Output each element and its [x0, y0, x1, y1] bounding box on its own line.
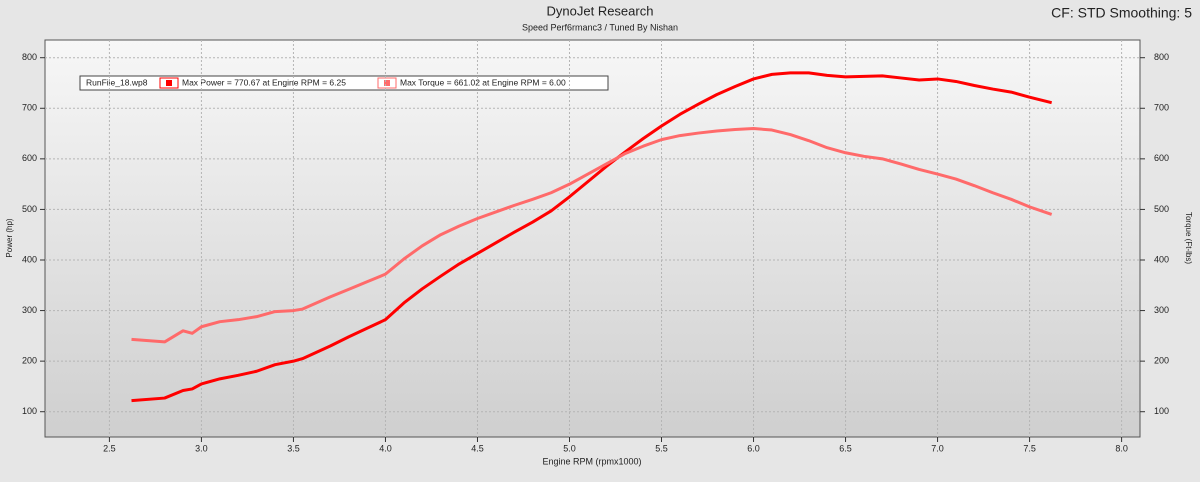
x-tick-label: 7.0 [931, 443, 944, 453]
chart-title: DynoJet Research [547, 3, 654, 18]
y-axis-label: Power (hp) [5, 218, 14, 257]
y-tick-label: 500 [22, 204, 37, 214]
x-tick-label: 5.0 [563, 443, 576, 453]
y-tick-label: 200 [22, 356, 37, 366]
corner-note: CF: STD Smoothing: 5 [1051, 5, 1192, 21]
legend-label: Max Power = 770.67 at Engine RPM = 6.25 [182, 77, 346, 87]
y-tick-label: 600 [22, 153, 37, 163]
y2-tick-label: 600 [1154, 153, 1169, 163]
legend-title: RunFile_18.wp8 [86, 77, 148, 87]
series-line [131, 127, 1053, 344]
series-line [131, 71, 1053, 403]
x-tick-label: 7.5 [1023, 443, 1036, 453]
x-tick-label: 8.0 [1115, 443, 1128, 453]
legend-box [79, 75, 609, 91]
x-tick-label: 4.5 [471, 443, 484, 453]
x-tick-label: 3.0 [195, 443, 208, 453]
y2-tick-label: 800 [1154, 52, 1169, 62]
x-axis-label: Engine RPM (rpmx1000) [542, 456, 641, 466]
y-tick-label: 300 [22, 305, 37, 315]
y2-tick-label: 400 [1154, 254, 1169, 264]
y-tick-label: 400 [22, 254, 37, 264]
x-tick-label: 5.5 [655, 443, 668, 453]
y-tick-label: 100 [22, 406, 37, 416]
y2-tick-label: 700 [1154, 103, 1169, 113]
y-tick-label: 800 [22, 52, 37, 62]
x-tick-label: 3.5 [287, 443, 300, 453]
x-tick-label: 6.0 [747, 443, 760, 453]
chart-subtitle: Speed Perf6rmanc3 / Tuned By Nishan [522, 22, 678, 32]
y-tick-label: 700 [22, 103, 37, 113]
y2-tick-label: 300 [1154, 305, 1169, 315]
x-tick-label: 6.5 [839, 443, 852, 453]
x-tick-label: 4.0 [379, 443, 392, 453]
y2-tick-label: 500 [1154, 204, 1169, 214]
plot-area [44, 39, 1141, 438]
y2-tick-label: 100 [1154, 406, 1169, 416]
y2-tick-label: 200 [1154, 356, 1169, 366]
x-tick-label: 2.5 [103, 443, 116, 453]
legend-swatch-fill [384, 80, 390, 86]
legend-label: Max Torque = 661.02 at Engine RPM = 6.00 [400, 77, 566, 87]
y2-axis-label: Torque (Ft-lbs) [1184, 212, 1193, 264]
legend-swatch-fill [166, 80, 172, 86]
legend: RunFile_18.wp8 Max Power = 770.67 at Eng… [79, 75, 609, 91]
